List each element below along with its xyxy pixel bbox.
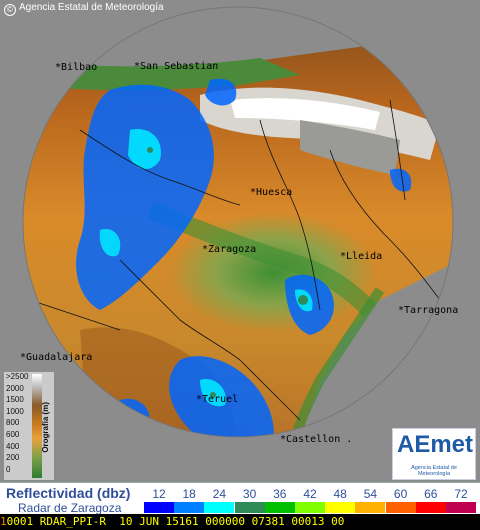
legend-subtitle: Radar de Zaragoza <box>18 501 122 515</box>
legend-scale: 12 18 24 30 36 42 48 54 60 66 72 <box>144 485 476 513</box>
city-guadalajara: *Guadalajara <box>20 352 92 363</box>
legend-tick-60: 60 <box>393 487 408 501</box>
city-lleida: *Lleida <box>340 251 382 262</box>
orography-level: >2500 <box>6 372 29 381</box>
agency-credit: © Agencia Estatal de Meteorología <box>4 2 164 16</box>
legend-tick-42: 42 <box>303 487 317 501</box>
svg-text:*Castellon .: *Castellon . <box>280 434 352 445</box>
legend-swatch-12 <box>144 502 174 513</box>
legend-title: Reflectividad (dbz) <box>6 485 131 501</box>
legend-swatch-30 <box>234 502 265 513</box>
legend-swatch-36 <box>264 502 295 513</box>
status-lead: 1 <box>0 515 7 528</box>
agency-name: Agencia Estatal de Meteorología <box>19 2 164 13</box>
svg-text:*Guadalajara: *Guadalajara <box>20 352 92 363</box>
copyright-icon: © <box>4 4 16 16</box>
city-huesca: *Huesca <box>250 187 292 198</box>
svg-text:*Zaragoza: *Zaragoza <box>202 244 256 255</box>
orography-level: 800 <box>6 418 20 428</box>
legend-swatch-18 <box>174 502 205 513</box>
city-san-sebastian: *San Sebastian <box>134 61 218 72</box>
orography-scale: Orografía (m) >2500 2000 1500 1000 800 600 400… <box>4 372 54 480</box>
city-tarragona: *Tarragona <box>398 305 458 316</box>
legend-swatch-24 <box>204 502 235 513</box>
svg-text:*Teruel: *Teruel <box>196 394 238 405</box>
status-text: 0001 RDAR_PPI-R 10 JUN 15161 000000 0738… <box>6 515 345 528</box>
city-bilbao: *Bilbao <box>55 62 97 73</box>
legend-tick-54: 54 <box>363 487 378 501</box>
svg-text:*San Sebastian: *San Sebastian <box>134 61 218 72</box>
legend-tick-12: 12 <box>152 487 166 501</box>
orography-level: 1500 <box>6 395 24 405</box>
city-zaragoza: *Zaragoza <box>202 244 256 255</box>
city-teruel: *Teruel <box>196 394 238 405</box>
legend-tick-72: 72 <box>454 487 468 501</box>
aemet-logo: AEmet Agencia Estatal de Meteorología <box>392 428 476 480</box>
svg-text:*Tarragona: *Tarragona <box>398 305 458 316</box>
orography-level: 600 <box>6 430 20 439</box>
orography-level: 1000 <box>6 406 24 416</box>
status-bar: 10001 RDAR_PPI-R 10 JUN 15161 000000 073… <box>0 514 480 530</box>
legend-swatch-42 <box>295 502 325 513</box>
orography-level: 0 <box>6 464 11 474</box>
logo-mark: AEmet <box>397 431 474 458</box>
legend-tick-24: 24 <box>212 487 227 501</box>
orography-level: 400 <box>6 441 20 451</box>
svg-text:*Lleida: *Lleida <box>340 251 382 262</box>
legend-swatch-54 <box>355 502 386 513</box>
legend-swatch-66 <box>415 502 446 513</box>
orography-color-bar <box>32 374 42 478</box>
legend-swatch-60 <box>385 502 416 513</box>
reflectivity-legend: Reflectividad (dbz) Radar de Zaragoza 12… <box>0 482 480 515</box>
city-castellon: *Castellon . <box>280 434 352 445</box>
legend-tick-18: 18 <box>182 487 196 501</box>
orography-level: 2000 <box>6 383 24 393</box>
legend-tick-66: 66 <box>424 487 438 501</box>
legend-swatch-72 <box>446 502 476 513</box>
orography-level: 200 <box>6 453 20 463</box>
orography-title: Orografía (m) <box>41 402 50 453</box>
svg-text:*Bilbao: *Bilbao <box>55 62 97 73</box>
legend-tick-36: 36 <box>273 487 287 501</box>
legend-tick-48: 48 <box>333 487 347 501</box>
legend-swatch-48 <box>325 502 356 513</box>
svg-text:*Huesca: *Huesca <box>250 187 292 198</box>
radar-map: *Huesca *Zaragoza *Lleida *Tarragona *Gu… <box>20 6 458 445</box>
legend-tick-30: 30 <box>242 487 257 501</box>
logo-subtitle: Agencia Estatal de Meteorología <box>411 465 457 477</box>
